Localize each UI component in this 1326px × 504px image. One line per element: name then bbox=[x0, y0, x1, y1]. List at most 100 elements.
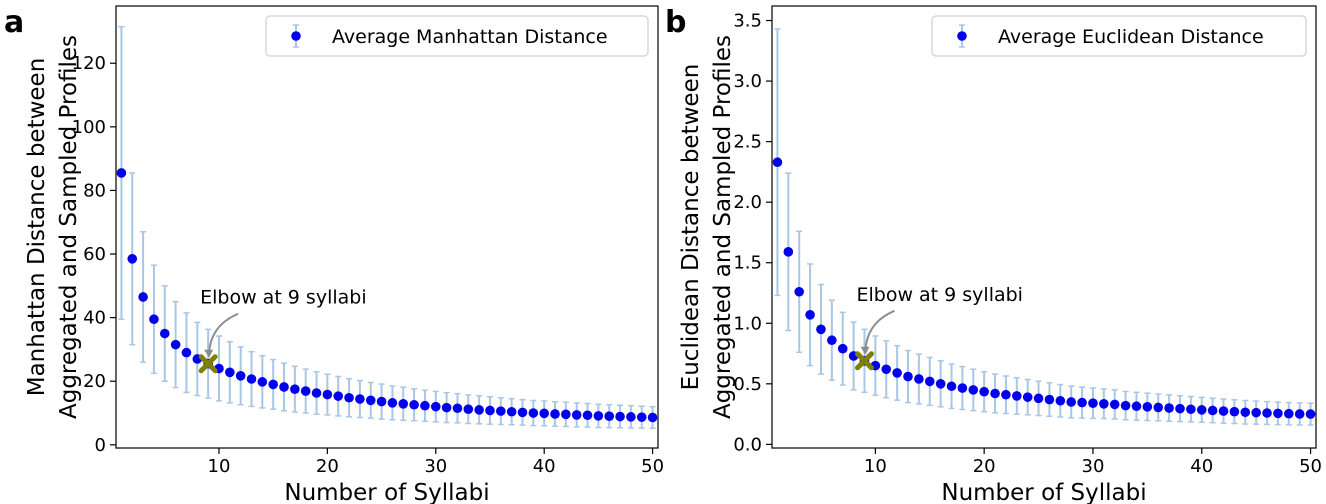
data-point bbox=[181, 347, 192, 358]
x-axis-label: Number of Syllabi bbox=[941, 480, 1146, 504]
data-point bbox=[903, 371, 913, 382]
data-point bbox=[311, 388, 322, 398]
data-point bbox=[257, 377, 268, 387]
data-point bbox=[1305, 409, 1316, 419]
data-point bbox=[1218, 406, 1229, 416]
data-point bbox=[290, 384, 300, 394]
y-tick-label: 80 bbox=[83, 180, 106, 201]
elbow-marker-stroke bbox=[198, 354, 218, 374]
data-point bbox=[474, 405, 484, 415]
x-tick-label: 40 bbox=[1190, 456, 1213, 477]
elbow-marker bbox=[198, 354, 218, 374]
data-point bbox=[528, 408, 539, 418]
data-point bbox=[827, 335, 837, 346]
y-tick-label: 2.0 bbox=[733, 192, 762, 213]
panel-a-manhattan: Elbow at 9 syllabi 10 20 30 40 50 0 20 40 60 80 100… bbox=[4, 5, 664, 504]
data-point bbox=[957, 383, 968, 393]
data-point bbox=[1262, 408, 1272, 418]
panel-b-euclidean: Elbow at 9 syllabi 10 20 30 40 50 0.0 0.5 1.0 1.5… bbox=[665, 5, 1322, 504]
data-point bbox=[1120, 400, 1131, 411]
y-tick-label: 60 bbox=[83, 244, 106, 265]
annotation-text: Elbow at 9 syllabi bbox=[200, 287, 367, 309]
x-tick-label: 40 bbox=[533, 456, 556, 477]
data-point bbox=[159, 328, 170, 339]
data-point bbox=[116, 168, 127, 178]
legend-box bbox=[931, 15, 1307, 57]
panel-letter: b bbox=[665, 5, 686, 40]
data-point bbox=[170, 339, 181, 350]
data-point bbox=[816, 324, 826, 335]
data-point bbox=[539, 408, 549, 419]
annotation-text: Elbow at 9 syllabi bbox=[856, 284, 1023, 306]
data-point bbox=[615, 411, 625, 422]
data-point bbox=[1240, 407, 1251, 418]
data-point bbox=[246, 374, 257, 384]
data-point bbox=[365, 395, 376, 406]
data-point bbox=[604, 411, 615, 422]
annotation-arrowhead bbox=[860, 346, 870, 355]
data-point bbox=[1044, 394, 1055, 405]
legend: Average Manhattan Distance bbox=[265, 15, 649, 57]
data-point bbox=[1229, 406, 1240, 417]
y-tick-label: 1.5 bbox=[733, 253, 762, 274]
data-point bbox=[279, 382, 289, 392]
data-point bbox=[979, 386, 989, 397]
data-point bbox=[1284, 408, 1294, 419]
data-point bbox=[1164, 403, 1174, 413]
legend-label: Average Manhattan Distance bbox=[332, 26, 608, 48]
data-point bbox=[1001, 389, 1011, 400]
data-point bbox=[225, 367, 235, 378]
data-point bbox=[837, 343, 848, 354]
data-point bbox=[561, 409, 571, 420]
elbow-marker-stroke bbox=[854, 351, 874, 371]
x-axis-label: Number of Syllabi bbox=[284, 480, 489, 504]
data-point bbox=[1109, 399, 1120, 410]
data-point bbox=[322, 389, 333, 400]
errorbars bbox=[118, 25, 656, 430]
x-tick-label: 20 bbox=[316, 456, 339, 477]
data-point bbox=[550, 409, 560, 419]
y-tick-label: 1.0 bbox=[733, 313, 762, 334]
legend: Average Euclidean Distance bbox=[931, 15, 1307, 57]
x-tick-label: 50 bbox=[641, 456, 664, 477]
y-tick-label: 3.5 bbox=[733, 11, 762, 32]
data-point bbox=[1131, 401, 1142, 412]
data-point bbox=[1207, 405, 1218, 416]
panel-letter: a bbox=[4, 5, 24, 40]
y-axis-label: Aggregated and Sampled Profiles bbox=[56, 35, 82, 419]
data-point bbox=[881, 364, 892, 375]
annotation-arrowhead bbox=[204, 349, 214, 358]
data-point bbox=[517, 407, 528, 418]
y-axis-label: Euclidean Distance between bbox=[678, 64, 704, 391]
x-tick-label: 10 bbox=[864, 456, 887, 477]
legend-marker bbox=[957, 31, 967, 41]
data-point bbox=[1055, 395, 1066, 406]
data-point bbox=[794, 286, 804, 297]
y-tick-label: 3.0 bbox=[733, 71, 762, 92]
data-point bbox=[127, 253, 138, 264]
data-point bbox=[463, 404, 474, 415]
data-point bbox=[1251, 407, 1261, 418]
data-point bbox=[430, 401, 441, 412]
y-tick-label: 120 bbox=[72, 53, 106, 74]
data-point bbox=[805, 309, 815, 320]
y-axis-label: Manhattan Distance between bbox=[24, 58, 50, 397]
data-point bbox=[1012, 391, 1022, 401]
data-points bbox=[116, 168, 658, 423]
data-point bbox=[571, 410, 582, 420]
data-point bbox=[1153, 402, 1164, 413]
data-point bbox=[968, 385, 979, 395]
data-points bbox=[772, 157, 1316, 419]
data-point bbox=[946, 381, 957, 392]
data-point bbox=[935, 379, 946, 389]
annotation-arrow bbox=[864, 309, 895, 351]
data-point bbox=[441, 402, 452, 413]
x-tick-label: 20 bbox=[973, 456, 996, 477]
data-point bbox=[376, 396, 387, 407]
data-point bbox=[593, 411, 604, 421]
data-point bbox=[333, 391, 344, 401]
data-point bbox=[149, 314, 159, 325]
x-tick-label: 50 bbox=[1299, 456, 1322, 477]
data-point bbox=[409, 399, 419, 410]
